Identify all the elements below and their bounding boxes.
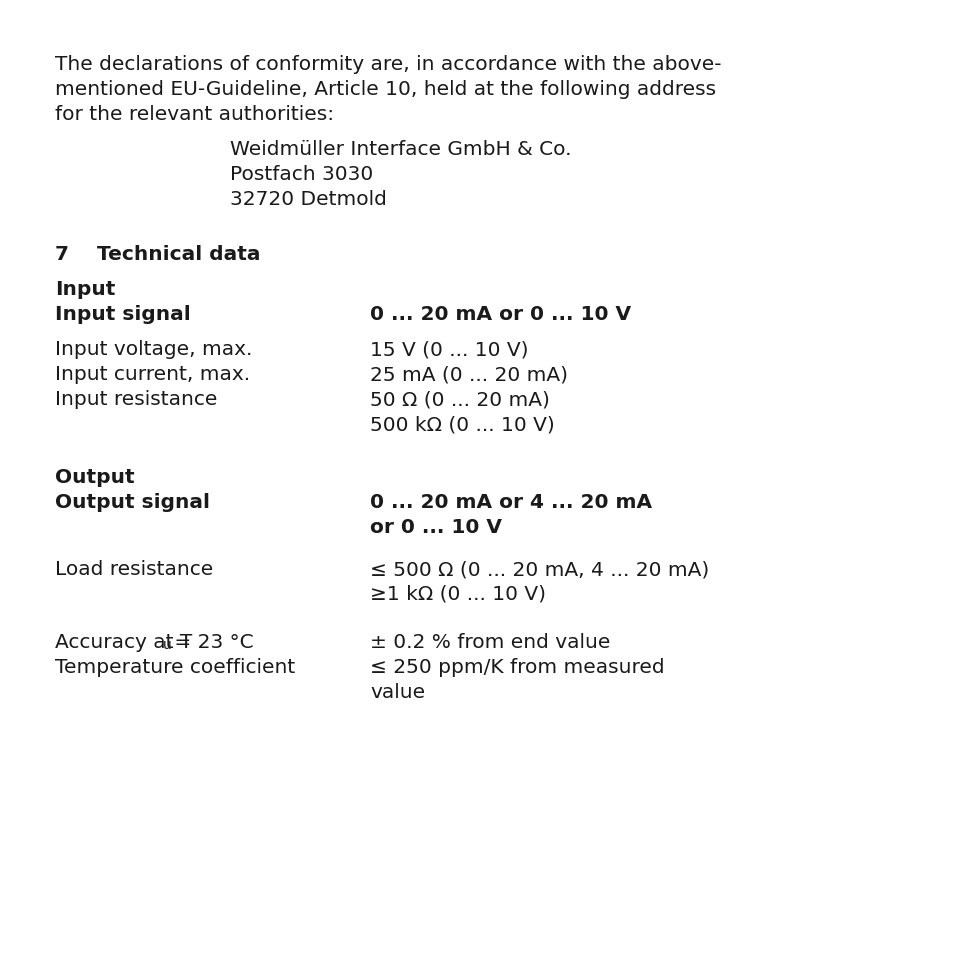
Text: u: u <box>162 638 171 652</box>
Text: Input: Input <box>55 280 115 298</box>
Text: 50 Ω (0 ... 20 mA): 50 Ω (0 ... 20 mA) <box>370 390 549 409</box>
Text: 500 kΩ (0 ... 10 V): 500 kΩ (0 ... 10 V) <box>370 415 554 434</box>
Text: 7    Technical data: 7 Technical data <box>55 245 260 264</box>
Text: Input voltage, max.: Input voltage, max. <box>55 339 253 358</box>
Text: Accuracy at T: Accuracy at T <box>55 633 193 651</box>
Text: ≥1 kΩ (0 ... 10 V): ≥1 kΩ (0 ... 10 V) <box>370 584 545 603</box>
Text: Load resistance: Load resistance <box>55 559 213 578</box>
Text: = 23 °C: = 23 °C <box>168 633 253 651</box>
Text: 0 ... 20 mA or 0 ... 10 V: 0 ... 20 mA or 0 ... 10 V <box>370 305 631 324</box>
Text: ≤ 500 Ω (0 ... 20 mA, 4 ... 20 mA): ≤ 500 Ω (0 ... 20 mA, 4 ... 20 mA) <box>370 559 708 578</box>
Text: Postfach 3030: Postfach 3030 <box>230 165 373 184</box>
Text: Output signal: Output signal <box>55 493 210 512</box>
Text: mentioned EU-Guideline, Article 10, held at the following address: mentioned EU-Guideline, Article 10, held… <box>55 80 716 99</box>
Text: value: value <box>370 682 425 701</box>
Text: Input resistance: Input resistance <box>55 390 217 409</box>
Text: Weidmüller Interface GmbH & Co.: Weidmüller Interface GmbH & Co. <box>230 140 571 159</box>
Text: 15 V (0 ... 10 V): 15 V (0 ... 10 V) <box>370 339 528 358</box>
Text: ≤ 250 ppm/K from measured: ≤ 250 ppm/K from measured <box>370 658 664 677</box>
Text: Temperature coefficient: Temperature coefficient <box>55 658 294 677</box>
Text: Input signal: Input signal <box>55 305 191 324</box>
Text: Output: Output <box>55 468 134 486</box>
Text: ± 0.2 % from end value: ± 0.2 % from end value <box>370 633 610 651</box>
Text: 32720 Detmold: 32720 Detmold <box>230 190 387 209</box>
Text: The declarations of conformity are, in accordance with the above-: The declarations of conformity are, in a… <box>55 55 720 74</box>
Text: or 0 ... 10 V: or 0 ... 10 V <box>370 517 501 537</box>
Text: 25 mA (0 ... 20 mA): 25 mA (0 ... 20 mA) <box>370 365 567 384</box>
Text: Input current, max.: Input current, max. <box>55 365 250 384</box>
Text: for the relevant authorities:: for the relevant authorities: <box>55 105 334 124</box>
Text: 0 ... 20 mA or 4 ... 20 mA: 0 ... 20 mA or 4 ... 20 mA <box>370 493 652 512</box>
